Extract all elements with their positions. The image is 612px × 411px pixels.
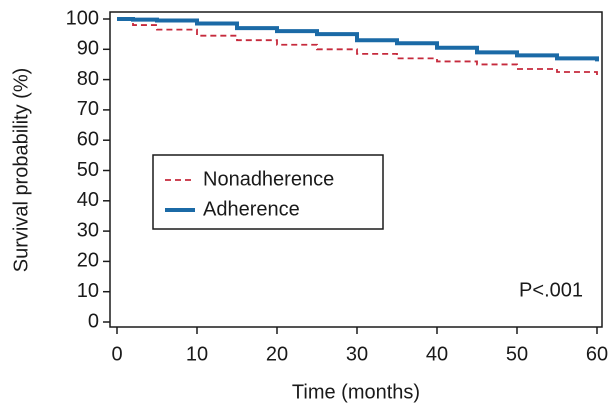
y-tick-label: 100 [66,7,99,29]
y-tick-label: 0 [88,310,99,332]
y-tick-label: 70 [77,98,99,120]
x-tick-label: 20 [266,343,288,365]
plot-frame [109,11,603,328]
x-tick-label: 50 [506,343,528,365]
legend-box [152,154,384,230]
legend-label: Adherence [203,198,300,220]
y-tick-label: 30 [77,219,99,241]
survival-curve [117,18,598,76]
x-tick-label: 30 [346,343,368,365]
x-tick-label: 40 [426,343,448,365]
survival-curve [117,17,599,62]
y-tick-label: 50 [77,159,99,181]
x-tick-label: 10 [186,343,208,365]
y-tick-label: 60 [77,128,99,150]
legend-label: Nonadherence [203,168,334,190]
annotation: P<.001 [519,279,583,301]
y-tick-label: 40 [77,189,99,211]
x-tick-label: 0 [111,343,122,365]
x-tick-label: 60 [586,343,608,365]
y-tick-label: 20 [77,250,99,272]
y-axis-title: Survival probability (%) [10,68,32,273]
y-tick-label: 80 [77,68,99,90]
y-tick-label: 10 [77,280,99,302]
x-axis-title: Time (months) [292,381,420,403]
y-tick-label: 90 [77,38,99,60]
